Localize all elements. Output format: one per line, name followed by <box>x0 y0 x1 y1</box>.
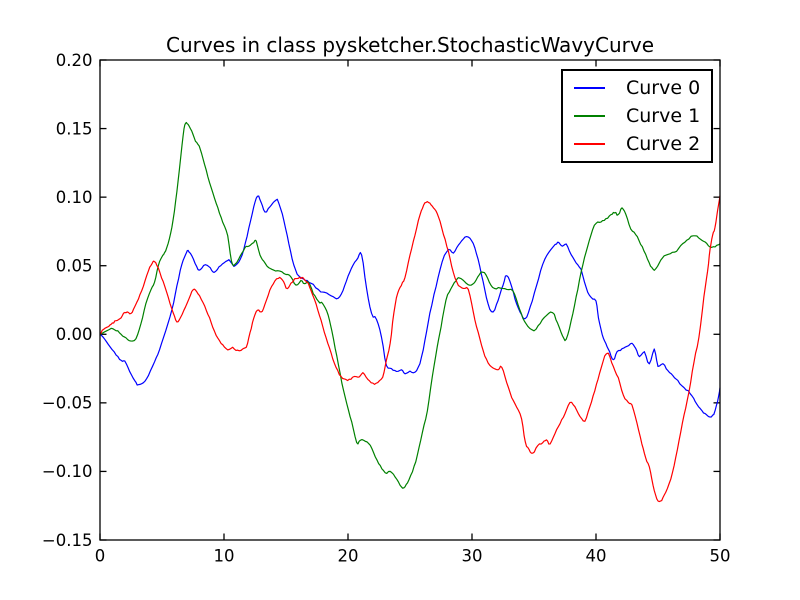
x-tick-label: 0 <box>95 547 106 566</box>
legend-item-curve-1: Curve 1 <box>563 102 711 130</box>
y-tick-label: 0.00 <box>56 325 93 344</box>
y-tick-label: 0.15 <box>56 119 93 138</box>
axes-frame <box>99 59 721 541</box>
legend-item-curve-0: Curve 0 <box>563 74 711 102</box>
y-tick-label: 0.20 <box>56 51 93 70</box>
legend-label-curve-0: Curve 0 <box>626 76 701 99</box>
x-tick-label: 40 <box>586 547 607 566</box>
y-tick-label: −0.15 <box>42 531 93 550</box>
chart-title: Curves in class pysketcher.StochasticWav… <box>165 33 654 57</box>
legend-line-curve-0-icon <box>574 87 605 89</box>
legend: Curve 0 Curve 1 Curve 2 <box>561 69 713 163</box>
legend-line-curve-2-icon <box>574 143 605 145</box>
y-tick-label: 0.10 <box>56 188 93 207</box>
y-tick-label: −0.10 <box>42 462 93 481</box>
curve-0-line <box>99 195 721 418</box>
legend-label-curve-1: Curve 1 <box>626 104 701 127</box>
curve-1-line <box>99 121 721 489</box>
x-tick-label: 30 <box>462 547 483 566</box>
x-tick-label: 50 <box>710 547 731 566</box>
legend-item-curve-2: Curve 2 <box>563 130 711 158</box>
curve-2-line <box>99 195 721 503</box>
y-tick-label: 0.05 <box>56 257 93 276</box>
legend-line-curve-1-icon <box>574 115 605 117</box>
y-tick-label: −0.05 <box>42 394 93 413</box>
x-tick-label: 20 <box>338 547 359 566</box>
x-tick-label: 10 <box>214 547 235 566</box>
legend-label-curve-2: Curve 2 <box>626 132 701 155</box>
